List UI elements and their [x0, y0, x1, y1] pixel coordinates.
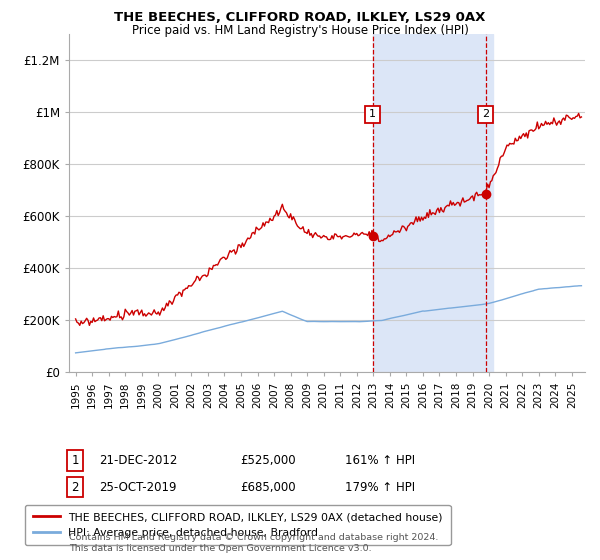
Legend: THE BEECHES, CLIFFORD ROAD, ILKLEY, LS29 0AX (detached house), HPI: Average pric: THE BEECHES, CLIFFORD ROAD, ILKLEY, LS29… — [25, 505, 451, 545]
Text: 2: 2 — [482, 109, 490, 119]
Text: 21-DEC-2012: 21-DEC-2012 — [99, 454, 178, 467]
Text: £525,000: £525,000 — [240, 454, 296, 467]
Text: 1: 1 — [370, 109, 376, 119]
Text: 179% ↑ HPI: 179% ↑ HPI — [345, 480, 415, 494]
Text: Price paid vs. HM Land Registry's House Price Index (HPI): Price paid vs. HM Land Registry's House … — [131, 24, 469, 36]
Bar — [373, 34, 493, 372]
Text: 2: 2 — [71, 480, 79, 494]
Text: THE BEECHES, CLIFFORD ROAD, ILKLEY, LS29 0AX: THE BEECHES, CLIFFORD ROAD, ILKLEY, LS29… — [115, 11, 485, 24]
Text: £685,000: £685,000 — [240, 480, 296, 494]
Text: 1: 1 — [71, 454, 79, 467]
Text: 161% ↑ HPI: 161% ↑ HPI — [345, 454, 415, 467]
Text: 25-OCT-2019: 25-OCT-2019 — [99, 480, 176, 494]
Text: Contains HM Land Registry data © Crown copyright and database right 2024.
This d: Contains HM Land Registry data © Crown c… — [69, 533, 439, 553]
